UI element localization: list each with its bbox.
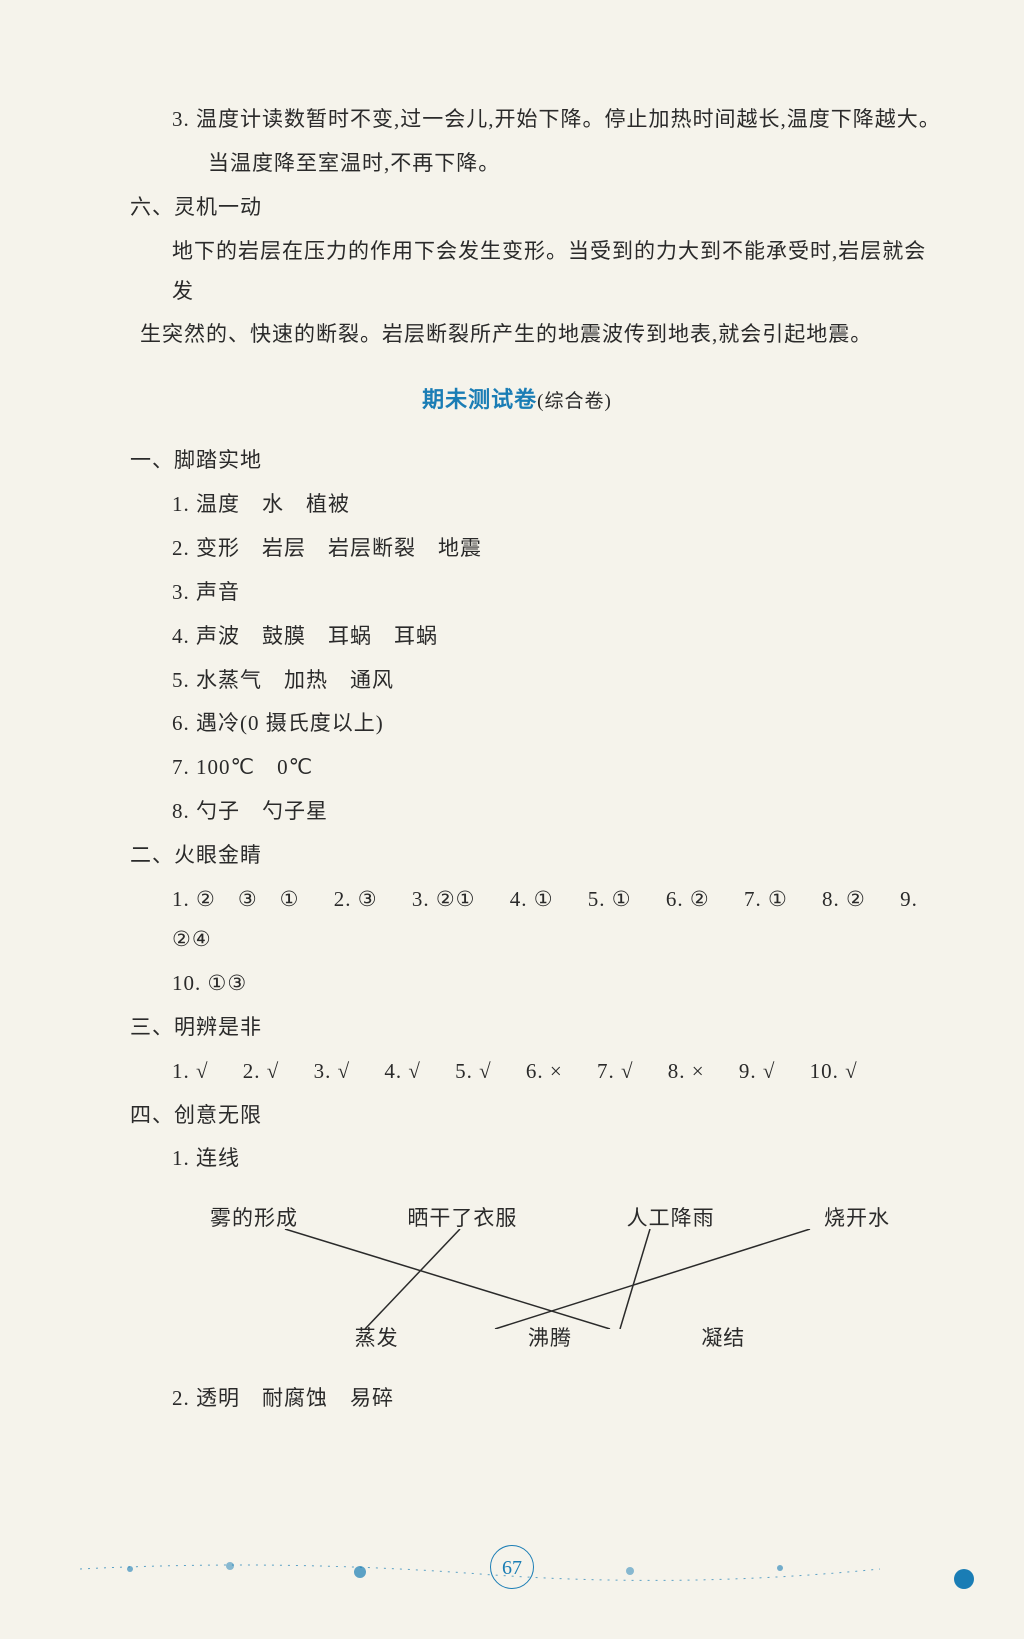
s2-line1: 1. ② ③ ① 2. ③ 3. ②① 4. ① 5. ① 6. ② 7. ① …	[90, 880, 944, 960]
bottom-item-1: 蒸发	[355, 1319, 399, 1359]
s2-p8: 8. ②	[822, 880, 866, 920]
section2-title: 二、火眼金睛	[90, 836, 944, 876]
section6-line2: 生突然的、快速的断裂。岩层断裂所产生的地震波传到地表,就会引起地震。	[90, 315, 944, 355]
s1-item6: 6. 遇冷(0 摄氏度以上)	[90, 704, 944, 744]
s3-p6: 6. ×	[526, 1052, 563, 1092]
s2-p6: 6. ②	[666, 880, 710, 920]
s1-item2: 2. 变形 岩层 岩层断裂 地震	[90, 529, 944, 569]
matching-lines-svg	[190, 1229, 910, 1329]
s1-item3: 3. 声音	[90, 573, 944, 613]
s3-p9: 9. √	[739, 1052, 776, 1092]
prev-item3-line2: 当温度降至室温时,不再下降。	[90, 144, 944, 184]
prev-item3-line1: 3. 温度计读数暂时不变,过一会儿,开始下降。停止加热时间越长,温度下降越大。	[90, 100, 944, 140]
s3-p7: 7. √	[597, 1052, 634, 1092]
s2-p1: 1. ② ③ ①	[172, 880, 299, 920]
section3-title: 三、明辨是非	[90, 1008, 944, 1048]
bottom-item-2: 沸腾	[528, 1319, 572, 1359]
s1-item4: 4. 声波 鼓膜 耳蜗 耳蜗	[90, 617, 944, 657]
s2-p2: 2. ③	[334, 880, 378, 920]
s3-p2: 2. √	[243, 1052, 280, 1092]
s3-p3: 3. √	[314, 1052, 351, 1092]
s3-p5: 5. √	[455, 1052, 492, 1092]
s1-item8: 8. 勺子 勺子星	[90, 792, 944, 832]
matching-bottom-row: 蒸发 沸腾 凝结	[190, 1319, 910, 1359]
s2-p4: 4. ①	[510, 880, 554, 920]
section6-line1: 地下的岩层在压力的作用下会发生变形。当受到的力大到不能承受时,岩层就会发	[90, 232, 944, 312]
s1-item5: 5. 水蒸气 加热 通风	[90, 661, 944, 701]
bottom-item-3: 凝结	[701, 1319, 745, 1359]
page-number-value: 67	[490, 1545, 534, 1589]
exam-title: 期未测试卷(综合卷)	[90, 379, 944, 421]
s4-item1: 1. 连线	[90, 1139, 944, 1179]
section4-title: 四、创意无限	[90, 1096, 944, 1136]
s3-p8: 8. ×	[668, 1052, 705, 1092]
large-dot-icon	[954, 1569, 974, 1589]
s1-item1: 1. 温度 水 植被	[90, 485, 944, 525]
s3-line: 1. √ 2. √ 3. √ 4. √ 5. √ 6. × 7. √ 8. × …	[90, 1052, 944, 1092]
s3-p10: 10. √	[810, 1059, 858, 1083]
s2-p3: 3. ②①	[412, 880, 476, 920]
s2-line2: 10. ①③	[90, 964, 944, 1004]
section1-title: 一、脚踏实地	[90, 441, 944, 481]
s1-item7: 7. 100℃ 0℃	[90, 748, 944, 788]
title-main: 期未测试卷	[422, 387, 537, 412]
s2-p5: 5. ①	[588, 880, 632, 920]
matching-diagram: 雾的形成 晒干了衣服 人工降雨 烧开水 蒸发 沸腾 凝结	[190, 1199, 910, 1359]
s2-p7: 7. ①	[744, 880, 788, 920]
s3-p4: 4. √	[384, 1052, 421, 1092]
title-sub: (综合卷)	[537, 391, 612, 412]
page-number: 67	[490, 1545, 534, 1589]
section6-title: 六、灵机一动	[90, 188, 944, 228]
s3-p1: 1. √	[172, 1052, 209, 1092]
s4-item2: 2. 透明 耐腐蚀 易碎	[90, 1379, 944, 1419]
